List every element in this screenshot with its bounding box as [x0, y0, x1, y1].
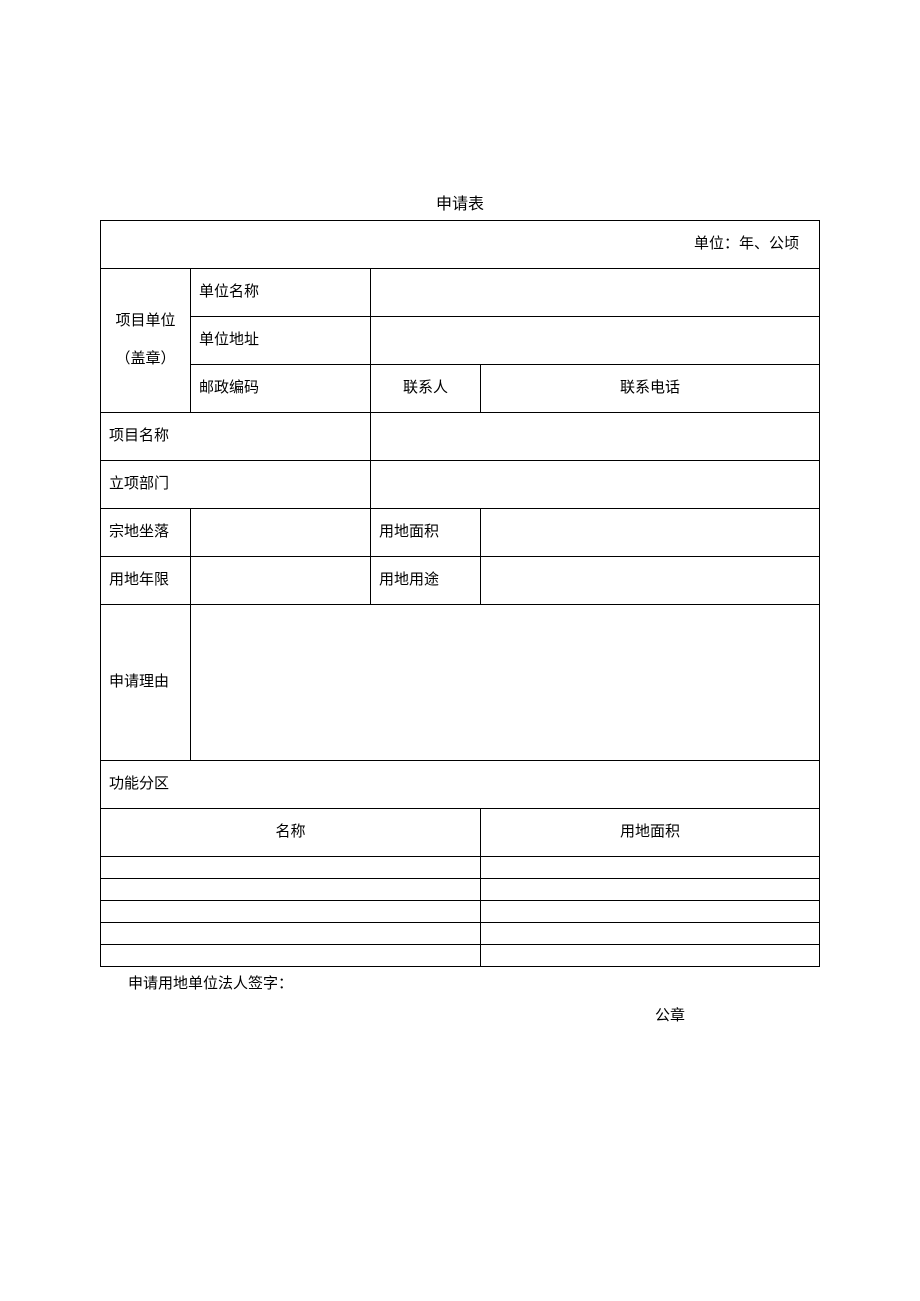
zone-row — [481, 945, 820, 967]
zone-row — [481, 879, 820, 901]
header-zone-area: 用地面积 — [481, 809, 820, 857]
value-land-years — [191, 557, 371, 605]
zone-row — [101, 945, 481, 967]
unit-header: 单位：年、公顷 — [101, 221, 820, 269]
label-project-name: 项目名称 — [101, 413, 371, 461]
zone-row — [481, 901, 820, 923]
zone-row — [481, 857, 820, 879]
value-project-name — [371, 413, 820, 461]
footer-seal: 公章 — [100, 1004, 820, 1025]
zone-row — [101, 901, 481, 923]
form-title: 申请表 — [100, 190, 820, 214]
value-land-use — [481, 557, 820, 605]
label-org-address: 单位地址 — [191, 317, 371, 365]
zone-row — [481, 923, 820, 945]
value-apply-reason — [191, 605, 820, 761]
label-phone: 联系电话 — [481, 365, 820, 413]
zone-row — [101, 879, 481, 901]
value-org-address — [371, 317, 820, 365]
label-land-area: 用地面积 — [371, 509, 481, 557]
value-org-name — [371, 269, 820, 317]
label-postal: 邮政编码 — [191, 365, 371, 413]
label-land-use: 用地用途 — [371, 557, 481, 605]
value-approval-dept — [371, 461, 820, 509]
value-land-area — [481, 509, 820, 557]
stamp-text: （盖章） — [109, 350, 182, 370]
label-land-years: 用地年限 — [101, 557, 191, 605]
zone-row — [101, 857, 481, 879]
header-zone-name: 名称 — [101, 809, 481, 857]
label-contact: 联系人 — [371, 365, 481, 413]
application-table: 单位：年、公顷 项目单位 （盖章） 单位名称 单位地址 邮政编码 联系人 联系电… — [100, 220, 820, 967]
label-approval-dept: 立项部门 — [101, 461, 371, 509]
value-land-location — [191, 509, 371, 557]
label-function-zone: 功能分区 — [101, 761, 820, 809]
label-org-name: 单位名称 — [191, 269, 371, 317]
label-land-location: 宗地坐落 — [101, 509, 191, 557]
label-apply-reason: 申请理由 — [101, 605, 191, 761]
zone-row — [101, 923, 481, 945]
footer-sign: 申请用地单位法人签字： — [100, 971, 820, 998]
label-project-org: 项目单位 （盖章） — [101, 269, 191, 413]
project-org-text: 项目单位 — [109, 312, 182, 332]
